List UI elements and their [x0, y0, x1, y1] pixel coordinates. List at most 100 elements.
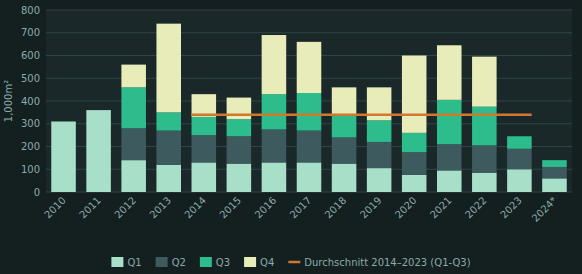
bar	[51, 121, 76, 192]
x-tick-label: 2016	[253, 195, 279, 221]
y-tick-label: 300	[21, 118, 40, 129]
bar	[51, 121, 76, 122]
y-tick-label: 500	[21, 73, 40, 84]
bar	[332, 87, 357, 114]
y-tick-label: 600	[21, 50, 40, 61]
bar	[262, 162, 287, 192]
bar	[121, 65, 146, 88]
background	[0, 0, 582, 274]
bar	[437, 170, 462, 192]
y-tick-label: 100	[21, 164, 40, 175]
x-tick-label: 2019	[358, 195, 384, 221]
bar	[192, 135, 217, 162]
bar	[402, 152, 427, 175]
y-tick-label: 0	[34, 187, 40, 198]
bar	[402, 175, 427, 192]
bar-series	[121, 24, 496, 133]
bar	[192, 117, 217, 135]
legend-label: Q4	[260, 257, 274, 268]
bar	[156, 131, 181, 165]
legend-swatch	[244, 257, 256, 267]
x-tick-label: 2021	[428, 195, 454, 221]
bar	[86, 110, 111, 192]
bar	[507, 149, 532, 169]
y-axis: 0 100 200 300 400 500 600 700 800	[21, 5, 572, 198]
bar	[227, 136, 252, 163]
bar	[367, 168, 392, 192]
y-axis-label: 1,000m²	[3, 80, 14, 122]
bar	[121, 87, 146, 128]
y-tick-label: 400	[21, 96, 40, 107]
x-tick-label: 2024*	[530, 195, 559, 224]
bar	[367, 142, 392, 168]
legend-swatch	[200, 257, 212, 267]
legend: Q1 Q2 Q3 Q4 Durchschnitt 2014–2023 (Q1-Q3)	[111, 257, 470, 268]
x-tick-label: 2023	[498, 195, 524, 221]
x-tick-label: 2012	[112, 195, 138, 221]
bar	[297, 42, 322, 93]
legend-label: Durchschnitt 2014–2023 (Q1-Q3)	[304, 257, 470, 268]
legend-item: Q1	[111, 257, 141, 268]
bar	[86, 110, 111, 111]
bar	[121, 128, 146, 160]
grid-line	[46, 10, 572, 11]
bar	[542, 160, 567, 167]
bar	[262, 129, 287, 162]
y-tick-label: 700	[21, 27, 40, 38]
bar	[227, 119, 252, 136]
bar	[332, 115, 357, 138]
bar	[297, 93, 322, 131]
x-tick-label: 2013	[147, 195, 173, 221]
x-tick-label: 2022	[463, 195, 489, 221]
bar	[542, 160, 567, 161]
bar	[86, 110, 111, 111]
marks	[51, 24, 566, 192]
x-tick-label: 2018	[323, 195, 349, 221]
plot-area	[46, 10, 572, 192]
bar	[297, 131, 322, 163]
bar	[472, 57, 497, 107]
bar	[542, 167, 567, 178]
bar	[262, 94, 287, 129]
legend-swatch	[111, 257, 123, 267]
grid-line	[46, 32, 572, 33]
x-tick-label: 2014	[182, 195, 208, 221]
x-tick-label: 2011	[77, 195, 103, 221]
bar	[156, 24, 181, 113]
bar	[402, 133, 427, 152]
y-tick-label: 800	[21, 5, 40, 16]
bar	[367, 120, 392, 142]
x-tick-label: 2015	[218, 195, 244, 221]
bar	[227, 164, 252, 192]
legend-label: Q2	[172, 257, 186, 268]
bar	[121, 160, 146, 192]
bar	[332, 137, 357, 163]
bar	[51, 121, 76, 122]
legend-label: Q1	[127, 257, 141, 268]
x-tick-label: 2017	[288, 195, 314, 221]
bar	[402, 56, 427, 133]
bar	[437, 100, 462, 144]
legend-item: Q2	[156, 257, 186, 268]
bar	[472, 173, 497, 192]
bar-series	[121, 87, 566, 167]
legend-item: Q4	[244, 257, 274, 268]
bar	[86, 110, 111, 111]
y-tick-label: 200	[21, 141, 40, 152]
bar	[156, 112, 181, 130]
average-line	[192, 113, 532, 116]
legend-label: Q3	[216, 257, 230, 268]
bar	[437, 45, 462, 100]
bar	[156, 165, 181, 192]
legend-swatch	[288, 261, 300, 264]
x-axis: 2010 2011 2012 2013 2014 2015 2016 2017 2018 2019…	[42, 195, 559, 224]
bar	[51, 121, 76, 122]
bar	[332, 164, 357, 192]
x-tick-label: 2010	[42, 195, 68, 221]
bar	[472, 107, 497, 146]
bar	[507, 169, 532, 192]
bar	[227, 98, 252, 120]
bar	[297, 162, 322, 192]
bar	[507, 136, 532, 137]
legend-item: Q3	[200, 257, 230, 268]
